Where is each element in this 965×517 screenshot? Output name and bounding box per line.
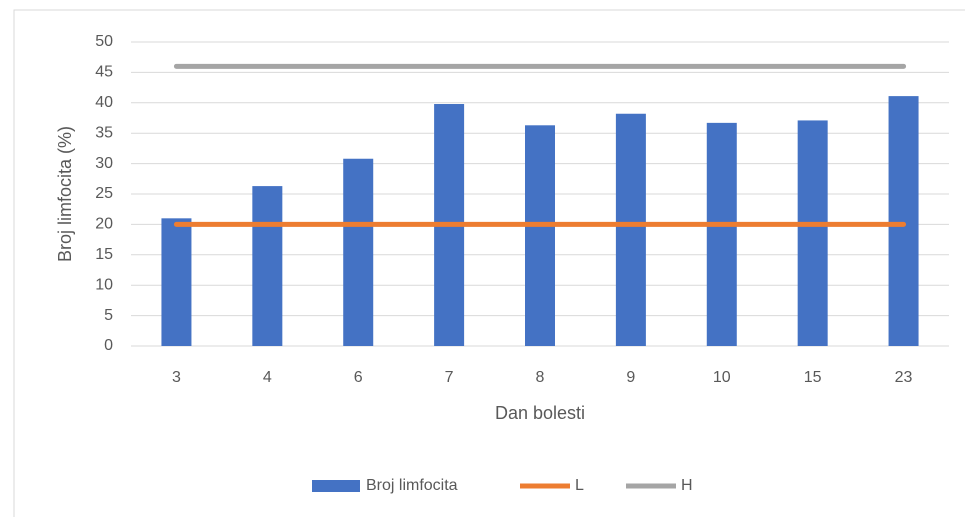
y-tick-label: 15 (95, 246, 113, 263)
y-tick-label: 10 (95, 276, 113, 293)
x-tick-label: 8 (536, 369, 545, 386)
bar (343, 158, 374, 346)
y-tick-label: 50 (95, 33, 113, 50)
legend-label: L (575, 477, 584, 494)
bar (888, 96, 919, 346)
y-tick-label: 40 (95, 94, 113, 111)
y-tick-label: 25 (95, 185, 113, 202)
legend-label: Broj limfocita (366, 477, 458, 494)
legend-swatch (312, 480, 360, 492)
x-tick-label: 6 (354, 369, 363, 386)
y-tick-label: 20 (95, 216, 113, 233)
y-tick-label: 45 (95, 64, 113, 81)
x-tick-label: 9 (626, 369, 635, 386)
bar (706, 122, 737, 346)
x-axis-label: Dan bolesti (495, 403, 585, 423)
bar (615, 113, 646, 346)
legend-label: H (681, 477, 693, 494)
bar (252, 186, 283, 346)
x-tick-label: 23 (895, 369, 913, 386)
x-tick-label: 10 (713, 369, 731, 386)
bar (161, 218, 192, 346)
y-tick-label: 0 (104, 337, 113, 354)
x-tick-label: 7 (445, 369, 454, 386)
x-tick-label: 4 (263, 369, 272, 386)
x-tick-label: 3 (172, 369, 181, 386)
bar (525, 125, 555, 347)
bar (797, 120, 828, 346)
x-tick-label: 15 (804, 369, 822, 386)
y-tick-label: 30 (95, 155, 113, 172)
y-tick-label: 5 (104, 307, 113, 324)
y-axis-label: Broj limfocita (%) (55, 126, 75, 262)
y-tick-label: 35 (95, 124, 113, 141)
